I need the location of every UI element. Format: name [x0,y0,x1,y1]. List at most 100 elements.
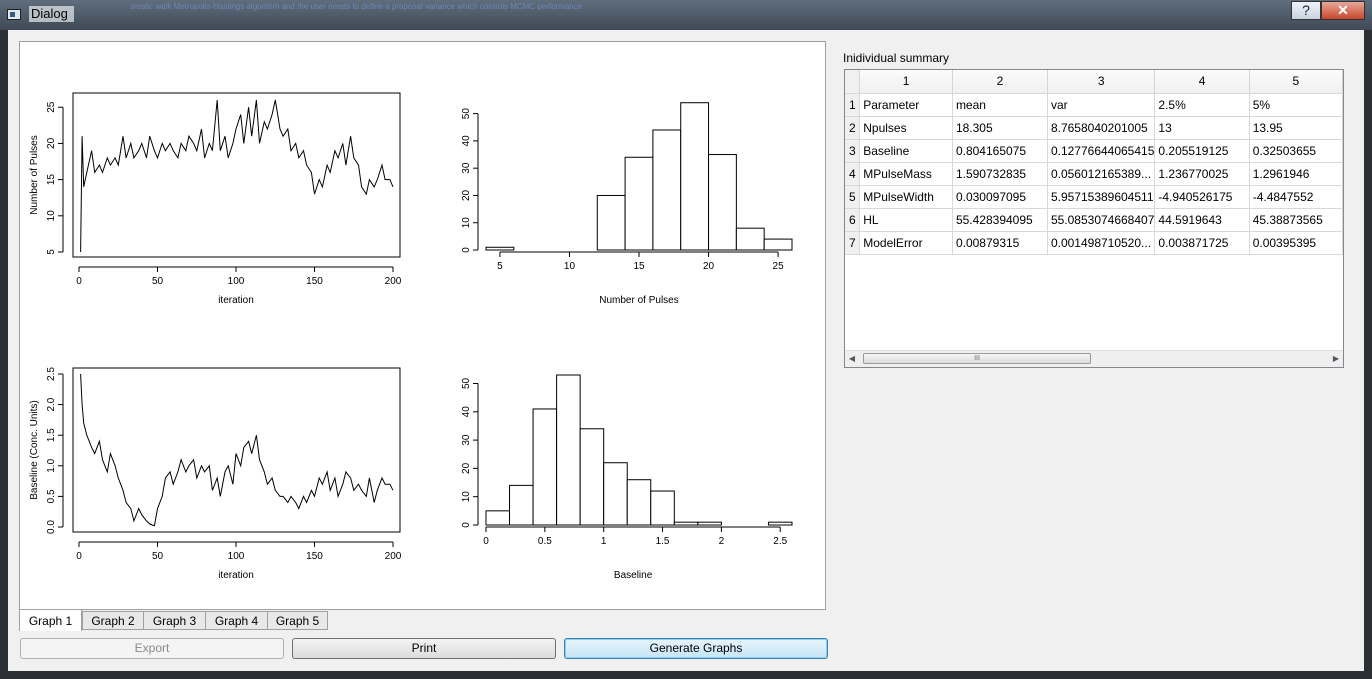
table-cell[interactable]: 1.2961946 [1249,162,1343,186]
table-cell[interactable]: MPulseMass [859,162,953,186]
x-tick-label: 20 [703,261,715,272]
histogram-bar [735,227,765,251]
tab-graph-5[interactable]: Graph 5 [267,611,328,630]
x-tick-label: 50 [152,551,164,562]
table-cell[interactable]: 18.305 [952,116,1048,140]
export-button[interactable]: Export [20,638,284,659]
trace-line [80,373,394,527]
histogram-bar [579,428,605,526]
table-cell[interactable]: 55.428394095 [952,208,1048,232]
row-header[interactable]: 2 [845,116,861,140]
table-cell[interactable]: 0.12776644065415 [1047,139,1156,163]
scroll-thumb[interactable]: III [863,353,1091,364]
x-axis-label: Number of Pulses [599,295,678,306]
scroll-right-icon[interactable]: ▶ [1332,354,1340,363]
title-bar[interactable]: Dialog srostic walk Metropolis-Hastings … [0,0,1372,30]
table-row[interactable]: 5 MPulseWidth 0.030097095 5.95715389604511-… [845,185,1343,209]
tab-graph-3[interactable]: Graph 3 [143,611,206,630]
tab-graph-1[interactable]: Graph 1 [19,609,82,631]
help-button[interactable]: ? [1291,1,1321,20]
table-cell[interactable]: 0.003871725 [1154,231,1250,255]
row-header[interactable]: 3 [845,139,861,163]
x-tick-label: 200 [385,276,402,287]
table-row[interactable]: 3 Baseline 0.804165075 0.12776644065415 0.20… [845,139,1343,163]
y-tick-label: 15 [46,174,57,186]
table-cell[interactable]: 1.590732835 [952,162,1048,186]
table-cell[interactable]: 8.7658040201005 [1047,116,1156,140]
table-cell[interactable]: 13 [1154,116,1250,140]
y-tick-label: 0.5 [46,489,57,503]
row-header[interactable]: 4 [845,162,861,186]
table-cell[interactable]: -4.4847552 [1249,185,1343,209]
table-cell[interactable]: MPulseWidth [859,185,953,209]
table-row[interactable]: 1 Parameter mean var 2.5% 5% [845,93,1343,117]
histogram-bar [763,238,793,251]
table-cell[interactable]: 5.95715389604511 [1047,185,1156,209]
y-tick-label: 20 [461,462,472,474]
row-header[interactable]: 7 [845,231,861,255]
table-cell[interactable]: 45.38873565 [1249,208,1343,232]
scroll-left-icon[interactable]: ◀ [848,354,856,363]
row-header[interactable]: 5 [845,185,861,209]
y-tick-label: 10 [46,210,57,222]
plot-frame [72,92,401,258]
y-tick-label: 20 [46,137,57,149]
y-tick-label: 10 [461,217,472,229]
table-cell[interactable]: 0.32503655 [1249,139,1343,163]
column-header[interactable]: 1 [859,70,953,94]
row-header[interactable]: 1 [845,93,861,117]
horizontal-scrollbar[interactable]: ◀ III ▶ [845,350,1343,367]
table-cell[interactable]: var [1047,93,1156,117]
table-cell[interactable]: mean [952,93,1048,117]
table-cell[interactable]: 0.030097095 [952,185,1048,209]
generate-graphs-button[interactable]: Generate Graphs [564,638,828,659]
column-header[interactable]: 2 [952,70,1048,94]
summary-table[interactable]: 1 2 3 4 5 1 Parameter mean var 2.5% 5% 2 Npulse… [844,69,1344,368]
table-row[interactable]: 2 Npulses 18.305 8.7658040201005 13 13.95 [845,116,1343,140]
plot-4: 0 0.5 1 1.5 2 2.5 0 10 20 30 40 50 Baseline [461,374,793,581]
table-cell[interactable]: 0.001498710520... [1047,231,1156,255]
column-header[interactable]: 4 [1154,70,1250,94]
x-axis-label: iteration [218,295,254,306]
x-tick-label: 1.5 [656,536,670,547]
table-cell[interactable]: 0.205519125 [1154,139,1250,163]
table-cell[interactable]: 2.5% [1154,93,1250,117]
table-cell[interactable]: HL [859,208,953,232]
table-cell[interactable]: 0.056012165389... [1047,162,1156,186]
table-cell[interactable]: 0.804165075 [952,139,1048,163]
y-tick-label: 1.0 [46,458,57,472]
table-cell[interactable]: 0.00879315 [952,231,1048,255]
table-cell[interactable]: Parameter [859,93,953,117]
table-cell[interactable]: 0.00395395 [1249,231,1343,255]
column-header[interactable]: 5 [1249,70,1343,94]
tab-graph-4[interactable]: Graph 4 [205,611,268,630]
table-cell[interactable]: 5% [1249,93,1343,117]
row-header[interactable]: 6 [845,208,861,232]
y-tick-label: 40 [461,406,472,418]
y-tick-label: 0 [461,247,472,253]
histogram-bar [624,156,654,251]
print-button[interactable]: Print [292,638,556,659]
tab-graph-2[interactable]: Graph 2 [82,611,144,630]
column-header[interactable]: 3 [1047,70,1156,94]
table-row[interactable]: 6 HL 55.428394095 55.0853074668407 44.591964… [845,208,1343,232]
close-button[interactable]: ✕ [1321,1,1365,20]
table-cell[interactable]: Baseline [859,139,953,163]
x-axis-label: Baseline [614,570,653,581]
table-cell[interactable]: ModelError [859,231,953,255]
y-tick-label: 2.0 [46,397,57,411]
table-cell[interactable]: 13.95 [1249,116,1343,140]
graph-panel: 0 50 100 150 200 5 10 15 20 25 iteration Number of … [19,41,826,610]
table-cell[interactable]: 44.5919643 [1154,208,1250,232]
table-cell[interactable]: -4.940526175 [1154,185,1250,209]
table-cell[interactable]: 1.236770025 [1154,162,1250,186]
table-cell[interactable]: 55.0853074668407 [1047,208,1156,232]
table-row[interactable]: 4 MPulseMass 1.590732835 0.056012165389... 1… [845,162,1343,186]
plot-3: 0 50 100 150 200 0.0 0.5 1.0 1.5 2.0 2.5 iteration B… [29,367,402,581]
table-corner[interactable] [845,70,861,94]
table-row[interactable]: 7 ModelError 0.00879315 0.001498710520... 0.… [845,231,1343,255]
table-cell[interactable]: Npulses [859,116,953,140]
histogram-bar [680,102,710,251]
histogram-bar [652,129,682,251]
window-title: Dialog [29,6,74,22]
